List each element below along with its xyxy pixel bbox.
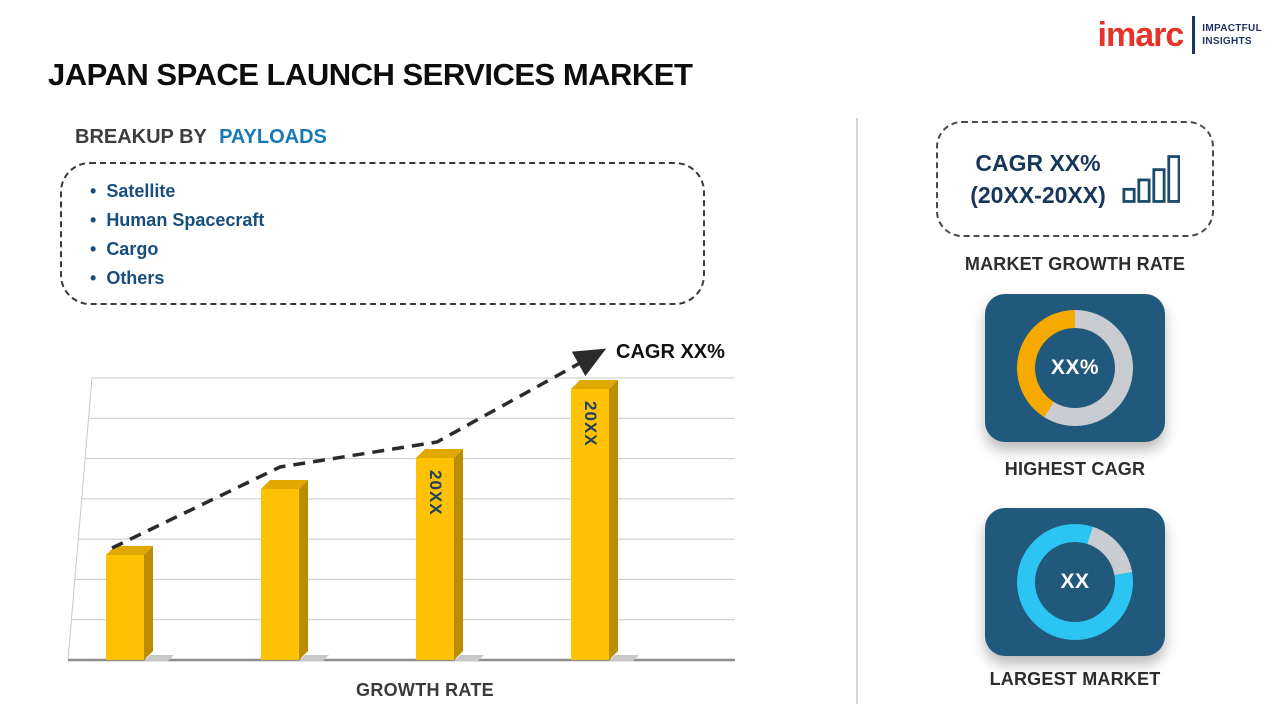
highest-cagr-tile: XX% [985,294,1165,442]
vertical-divider [856,118,858,704]
largest-market-value: XX [1035,542,1115,622]
chart-bar [106,546,174,661]
largest-market-tile: XX [985,508,1165,656]
chart-x-axis-label: GROWTH RATE [356,680,494,700]
chart-gridlines [67,377,735,662]
list-item: Cargo [90,235,703,264]
bar-label: 20XX [426,470,445,516]
cagr-box-line2: (20XX-20XX) [970,182,1106,208]
imarc-logo-wordmark: imarc [1097,16,1185,54]
logo-divider [1192,16,1196,54]
highest-cagr-value: XX% [1035,328,1115,408]
breakup-heading-prefix: BREAKUP BY [75,126,207,148]
list-item: Human Spacecraft [90,206,703,235]
imarc-logo: imarc IMPACTFUL INSIGHTS [1098,16,1262,54]
largest-market-label: LARGEST MARKET [989,669,1161,689]
chart-bar: 20XX [571,380,639,661]
bar-side-face [609,380,618,660]
market-growth-rate-box: CAGR XX% (20XX-20XX) [936,121,1214,237]
page-title: JAPAN SPACE LAUNCH SERVICES MARKET [48,57,693,92]
breakup-heading-highlight: PAYLOADS [219,126,327,148]
highest-cagr-label: HIGHEST CAGR [1004,459,1146,479]
bar-side-face [144,546,153,660]
highest-cagr-donut: XX% [1017,310,1133,426]
growth-rate-chart: 20XX 20XX [65,375,735,662]
logo-tagline-line1: IMPACTFUL [1202,23,1262,34]
chart-bar: 20XX [416,449,484,661]
cagr-annotation: CAGR XX% [616,341,725,363]
bar-side-face [299,480,308,660]
logo-tagline: IMPACTFUL INSIGHTS [1202,22,1262,48]
largest-market-donut: XX [1017,524,1133,640]
chart-bar [261,480,329,661]
bar-side-face [454,449,463,660]
cagr-box-line1: CAGR XX% [975,149,1101,176]
logo-tagline-line2: INSIGHTS [1202,36,1252,47]
list-item: Others [90,264,703,293]
bar-chart-icon [1122,155,1180,203]
breakup-heading: BREAKUP BY PAYLOADS [75,126,327,149]
list-item: Satellite [90,177,703,206]
cagr-box-text: CAGR XX% (20XX-20XX) [970,147,1106,211]
breakup-list-box: Satellite Human Spacecraft Cargo Others [60,162,705,305]
bar-label: 20XX [581,401,600,447]
market-growth-rate-label: MARKET GROWTH RATE [964,254,1186,274]
